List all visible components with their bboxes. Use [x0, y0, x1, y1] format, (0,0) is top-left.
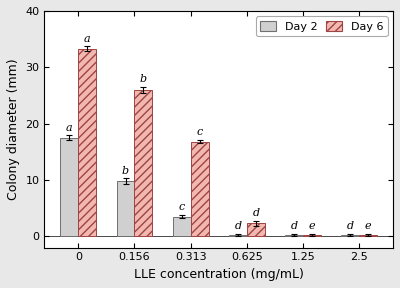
Text: c: c: [178, 202, 185, 212]
Bar: [303, 235, 321, 236]
Text: c: c: [196, 127, 203, 137]
Bar: [134, 90, 152, 236]
Bar: [60, 138, 78, 236]
Bar: [191, 142, 209, 236]
Text: e: e: [365, 221, 372, 231]
Bar: [78, 49, 96, 236]
Text: d: d: [252, 208, 260, 218]
Bar: [229, 235, 247, 236]
Bar: [173, 217, 191, 236]
Text: b: b: [140, 74, 147, 84]
Text: a: a: [66, 123, 73, 133]
Bar: [285, 235, 303, 236]
Text: d: d: [347, 221, 354, 231]
Text: a: a: [84, 34, 91, 43]
Text: d: d: [234, 221, 242, 231]
Text: e: e: [309, 221, 315, 231]
Text: b: b: [122, 166, 129, 175]
Bar: [341, 235, 359, 236]
Y-axis label: Colony diameter (mm): Colony diameter (mm): [7, 58, 20, 200]
Bar: [247, 223, 265, 236]
Legend: Day 2, Day 6: Day 2, Day 6: [256, 16, 388, 36]
Bar: [359, 235, 377, 236]
X-axis label: LLE concentration (mg/mL): LLE concentration (mg/mL): [134, 268, 304, 281]
Bar: [116, 181, 134, 236]
Text: d: d: [290, 221, 298, 231]
